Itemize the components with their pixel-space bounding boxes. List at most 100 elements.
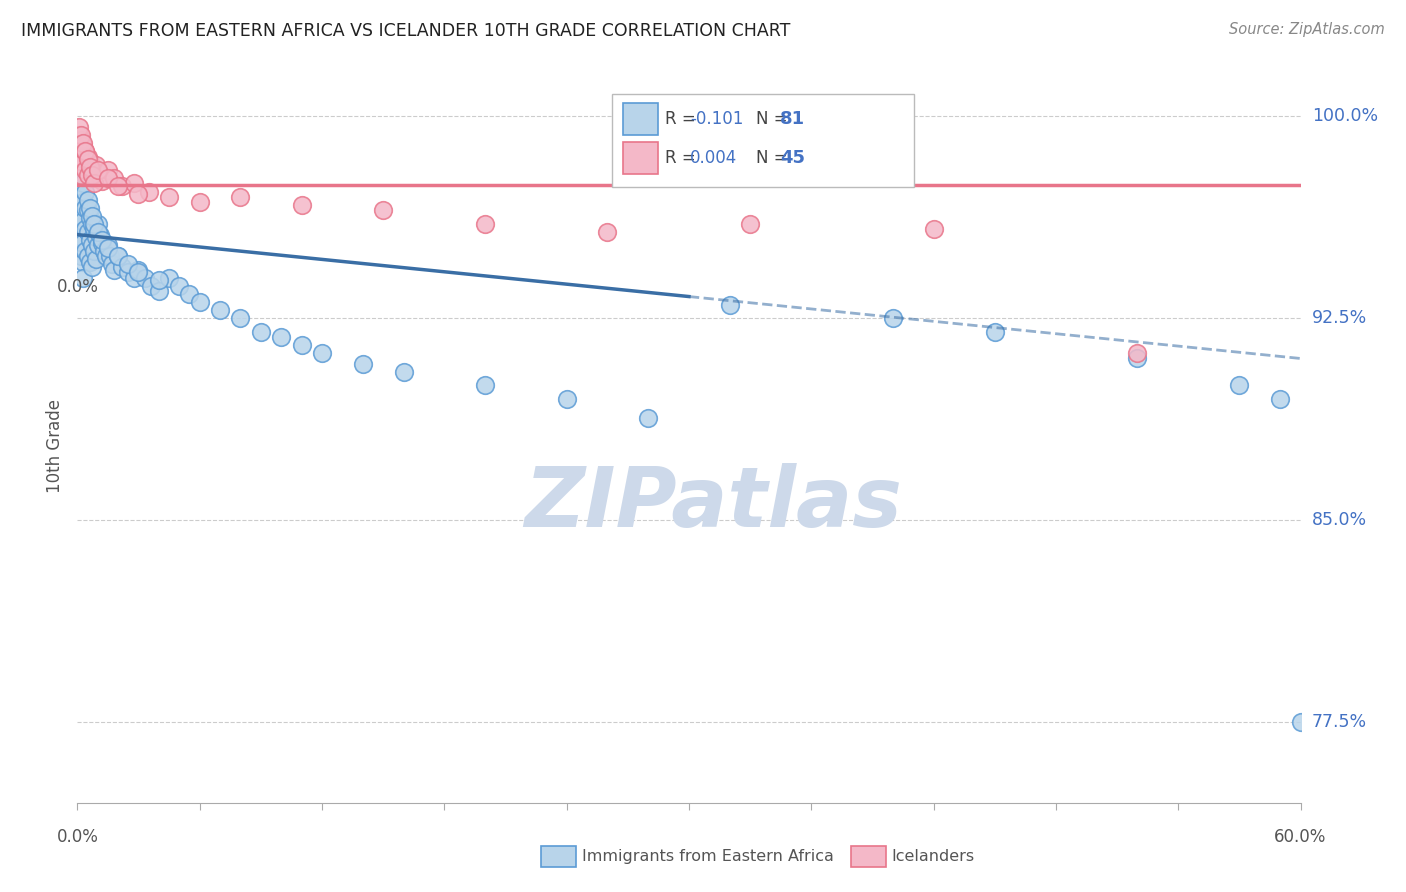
Point (97, 171, 120, 186)
Point (127, 187, 149, 202)
Point (83, 177, 105, 191)
Text: 0.004: 0.004 (690, 149, 738, 167)
Point (70, 169, 93, 183)
Point (80, 209, 103, 223)
Point (474, 378, 496, 392)
Point (169, 278, 191, 293)
Point (72, 136, 94, 150)
Point (103, 171, 125, 186)
Point (98, 249, 121, 263)
Point (67, 141, 90, 155)
Point (83, 244, 105, 258)
Point (139, 278, 162, 293)
Point (107, 249, 129, 263)
Point (371, 203, 394, 218)
Point (70, 190, 93, 204)
Point (72, 177, 94, 191)
Text: 100.0%: 100.0% (1312, 107, 1378, 125)
Point (70, 128, 93, 142)
Point (740, 217, 762, 231)
Point (93, 244, 115, 258)
Point (67, 120, 90, 134)
Point (1268, 392, 1291, 406)
Point (97, 238, 120, 252)
Point (157, 270, 180, 285)
Point (87, 217, 110, 231)
Point (90, 174, 112, 188)
Point (984, 325, 1007, 339)
Text: IMMIGRANTS FROM EASTERN AFRICA VS ICELANDER 10TH GRADE CORRELATION CHART: IMMIGRANTS FROM EASTERN AFRICA VS ICELAN… (21, 22, 790, 40)
Point (83, 171, 105, 186)
Point (117, 265, 139, 279)
Point (72, 235, 94, 250)
Point (97, 241, 120, 255)
Point (79, 233, 101, 247)
Point (72, 214, 94, 228)
Point (87, 225, 110, 239)
Point (1289, 714, 1312, 729)
Point (229, 190, 252, 204)
Point (76, 152, 98, 166)
Point (76, 249, 98, 263)
Point (148, 284, 170, 298)
Point (188, 195, 211, 210)
Point (127, 265, 149, 279)
Point (67, 158, 90, 172)
Text: 85.0%: 85.0% (1312, 511, 1367, 529)
Point (117, 257, 139, 271)
Text: 0.0%: 0.0% (56, 278, 98, 296)
Point (75, 163, 97, 178)
Point (72, 270, 94, 285)
Point (101, 257, 124, 271)
Point (76, 203, 98, 218)
Point (70, 149, 93, 163)
Point (229, 311, 252, 326)
Point (555, 392, 578, 406)
Point (90, 233, 112, 247)
Point (80, 163, 103, 178)
Point (80, 169, 103, 183)
Point (311, 346, 333, 360)
Point (76, 149, 98, 163)
Point (922, 222, 945, 236)
Point (70, 230, 93, 244)
Point (270, 330, 292, 344)
Point (75, 244, 97, 258)
Point (596, 225, 619, 239)
Text: R =: R = (665, 110, 702, 128)
Point (87, 238, 110, 252)
Text: 77.5%: 77.5% (1312, 713, 1367, 731)
Point (290, 198, 312, 212)
Y-axis label: 10th Grade: 10th Grade (46, 399, 65, 493)
Point (250, 325, 273, 339)
Point (67, 222, 90, 236)
Text: N =: N = (756, 149, 793, 167)
Point (111, 179, 134, 194)
Point (89, 227, 111, 242)
Point (80, 260, 103, 274)
Point (80, 238, 103, 252)
Point (76, 169, 98, 183)
Point (111, 260, 134, 274)
Point (157, 190, 180, 204)
Text: 45: 45 (780, 149, 806, 167)
Point (79, 155, 101, 169)
Point (138, 185, 160, 199)
Point (76, 193, 98, 207)
Point (75, 201, 97, 215)
Point (637, 410, 659, 425)
Text: Immigrants from Eastern Africa: Immigrants from Eastern Africa (582, 849, 834, 863)
Point (392, 365, 415, 379)
Point (70, 209, 93, 223)
Point (84, 252, 107, 266)
Point (1126, 346, 1149, 360)
Point (75, 144, 97, 158)
Point (84, 158, 107, 172)
Point (76, 225, 98, 239)
Point (94, 249, 117, 263)
Text: ZIPatlas: ZIPatlas (524, 463, 903, 543)
Point (79, 211, 101, 226)
Point (1126, 351, 1149, 366)
Point (188, 294, 211, 309)
Point (103, 262, 125, 277)
